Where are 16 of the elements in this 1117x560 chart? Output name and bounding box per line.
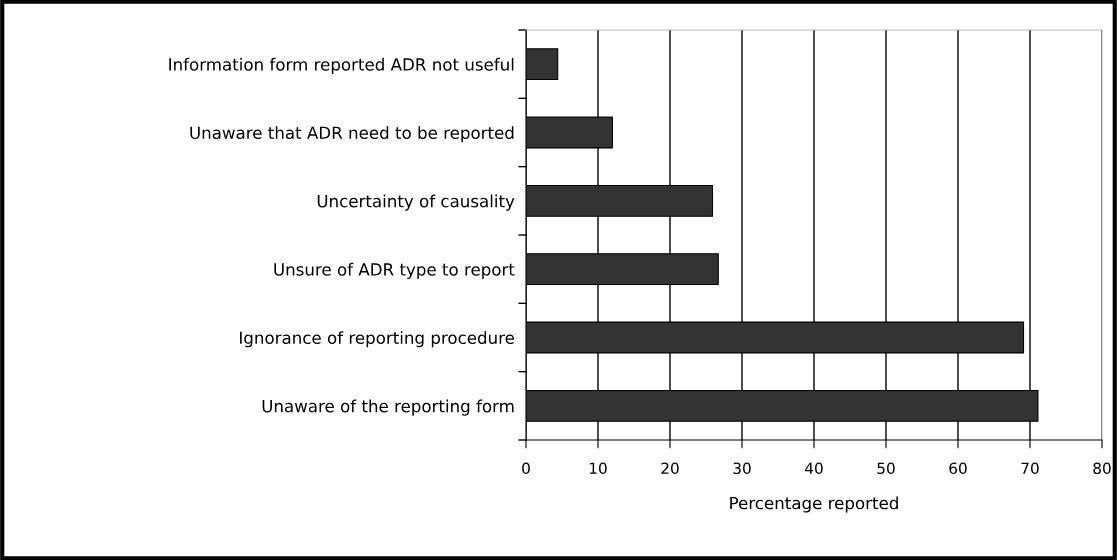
x-tick-label: 80	[1093, 462, 1111, 475]
x-tick-label: 40	[805, 462, 823, 475]
y-tick-label: Ignorance of reporting procedure	[240, 331, 514, 348]
y-tick-label: Unsure of ADR type to report	[274, 262, 515, 279]
y-tick-label: Information form reported ADR not useful	[169, 57, 514, 74]
x-tick-label: 50	[877, 462, 895, 475]
x-tick-label: 70	[1021, 462, 1039, 475]
x-axis-title: Percentage reported	[730, 496, 898, 513]
x-tick-label: 10	[589, 462, 607, 475]
x-tick-label: 30	[733, 462, 751, 475]
y-tick-label: Unaware of the reporting form	[262, 399, 514, 416]
x-tick-label: 20	[661, 462, 679, 475]
y-tick-label: Uncertainty of causality	[317, 194, 515, 211]
y-tick-label: Unaware that ADR need to be reported	[190, 126, 514, 143]
x-tick-label: 0	[522, 462, 530, 475]
x-tick-label: 60	[949, 462, 967, 475]
